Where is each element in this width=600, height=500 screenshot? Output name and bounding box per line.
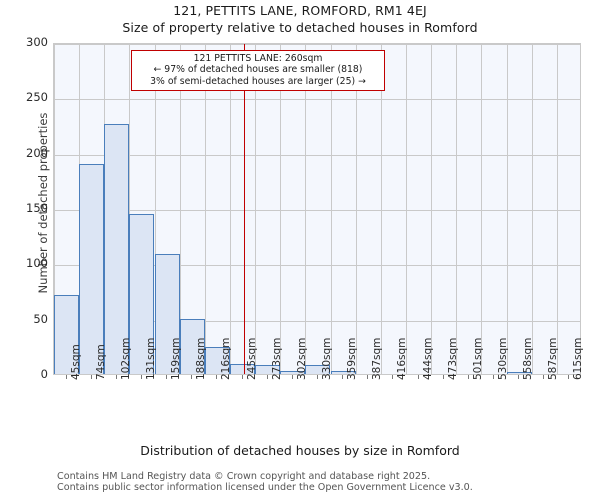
x-tick-label: 444sqm xyxy=(421,337,434,380)
gridline-vertical xyxy=(406,44,407,374)
x-tick-label: 45sqm xyxy=(69,344,82,380)
gridline-vertical xyxy=(205,44,206,374)
y-tick-label: 300 xyxy=(26,35,48,49)
x-tick-label: 587sqm xyxy=(547,337,560,380)
gridline-vertical xyxy=(54,44,55,374)
x-tick-mark xyxy=(467,375,469,379)
x-tick-mark xyxy=(291,375,293,379)
x-tick-label: 501sqm xyxy=(471,337,484,380)
bar xyxy=(331,370,356,374)
bar xyxy=(180,318,205,374)
footer-attribution-line-2: Contains public sector information licen… xyxy=(57,482,473,493)
x-tick-mark xyxy=(141,375,142,379)
x-tick-mark xyxy=(317,375,318,379)
bar xyxy=(79,163,104,374)
annotation-line-3: 3% of semi-detached houses are larger (2… xyxy=(150,75,366,87)
gridline-vertical xyxy=(481,44,482,374)
gridline-vertical xyxy=(356,44,357,374)
gridline-vertical xyxy=(381,44,382,374)
bar xyxy=(507,372,532,374)
x-tick-mark xyxy=(90,375,92,379)
plot-area xyxy=(53,43,581,375)
y-tick-label: 50 xyxy=(33,311,48,326)
gridline-horizontal xyxy=(54,154,580,156)
x-axis-title: Distribution of detached houses by size … xyxy=(140,443,460,458)
x-tick-mark xyxy=(115,375,117,379)
gridline-vertical xyxy=(180,44,181,374)
x-tick-label: 387sqm xyxy=(371,337,384,380)
bar xyxy=(280,370,305,374)
y-tick-label: 100 xyxy=(26,256,48,271)
x-tick-label: 530sqm xyxy=(497,337,509,380)
x-tick-mark xyxy=(241,375,243,379)
x-tick-mark xyxy=(518,375,520,379)
gridline-horizontal xyxy=(54,210,580,211)
x-tick-mark xyxy=(568,375,570,379)
x-tick-label: 74sqm xyxy=(94,344,107,380)
x-tick-mark xyxy=(543,375,545,379)
x-tick-label: 302sqm xyxy=(295,337,308,380)
annotation-line-2: ← 97% of detached houses are smaller (81… xyxy=(153,64,363,76)
gridline-vertical xyxy=(255,44,256,374)
x-tick-label: 245sqm xyxy=(245,337,258,380)
gridline-horizontal xyxy=(54,320,580,322)
gridline-vertical xyxy=(431,44,432,374)
x-tick-label: 159sqm xyxy=(170,337,183,380)
marker-line xyxy=(243,44,246,374)
gridline-horizontal xyxy=(54,99,580,101)
x-tick-label: 558sqm xyxy=(522,337,535,380)
bar xyxy=(155,254,180,374)
x-tick-mark xyxy=(216,375,218,379)
y-tick-label: 250 xyxy=(26,90,48,105)
bar xyxy=(255,365,280,374)
gridline-vertical xyxy=(507,44,508,374)
bar xyxy=(305,365,330,374)
x-tick-mark xyxy=(493,375,494,379)
gridline-horizontal xyxy=(54,265,580,267)
x-tick-label: 416sqm xyxy=(396,337,409,380)
x-tick-mark xyxy=(191,375,193,379)
x-tick-label: 131sqm xyxy=(145,337,157,380)
bar xyxy=(129,213,154,374)
x-tick-label: 188sqm xyxy=(195,337,208,380)
x-tick-label: 273sqm xyxy=(270,337,283,380)
footer-attribution-line-1: Contains HM Land Registry data © Crown c… xyxy=(57,471,431,482)
chart-subtitle: Size of property relative to detached ho… xyxy=(122,20,478,35)
gridline-vertical xyxy=(280,44,281,374)
x-tick-mark xyxy=(367,375,369,379)
y-tick-label: 0 xyxy=(40,367,48,381)
x-tick-label: 359sqm xyxy=(346,337,359,380)
y-tick-label: 150 xyxy=(26,201,48,215)
bar xyxy=(205,347,230,374)
x-tick-label: 473sqm xyxy=(446,337,459,380)
annotation-line-1: 121 PETTITS LANE: 260sqm xyxy=(193,53,323,64)
chart-title: 121, PETTITS LANE, ROMFORD, RM1 4EJ xyxy=(173,3,427,18)
gridline-vertical xyxy=(230,44,231,374)
gridline-vertical xyxy=(532,44,533,374)
y-tick-label: 200 xyxy=(26,145,48,160)
gridline-vertical xyxy=(155,44,156,374)
x-tick-mark xyxy=(266,375,268,379)
gridline-vertical xyxy=(557,44,558,374)
x-tick-mark xyxy=(166,375,168,379)
bar xyxy=(230,364,255,374)
gridline-vertical xyxy=(305,44,306,374)
x-tick-label: 102sqm xyxy=(119,337,132,380)
x-tick-mark xyxy=(65,375,67,379)
gridline-vertical xyxy=(129,44,130,374)
x-tick-mark xyxy=(442,375,444,379)
gridline-vertical xyxy=(456,44,457,374)
property-annotation-box: 121 PETTITS LANE: 260sqm ← 97% of detach… xyxy=(131,50,385,91)
bar xyxy=(104,123,129,374)
gridline-vertical xyxy=(331,44,332,374)
x-tick-mark xyxy=(417,375,419,379)
x-tick-mark xyxy=(342,375,344,379)
x-tick-label: 330sqm xyxy=(321,337,333,380)
x-tick-label: 615sqm xyxy=(572,337,585,380)
gridline-horizontal xyxy=(54,44,580,45)
x-tick-mark xyxy=(392,375,394,379)
bar xyxy=(54,295,79,374)
x-tick-label: 216sqm xyxy=(220,337,233,380)
